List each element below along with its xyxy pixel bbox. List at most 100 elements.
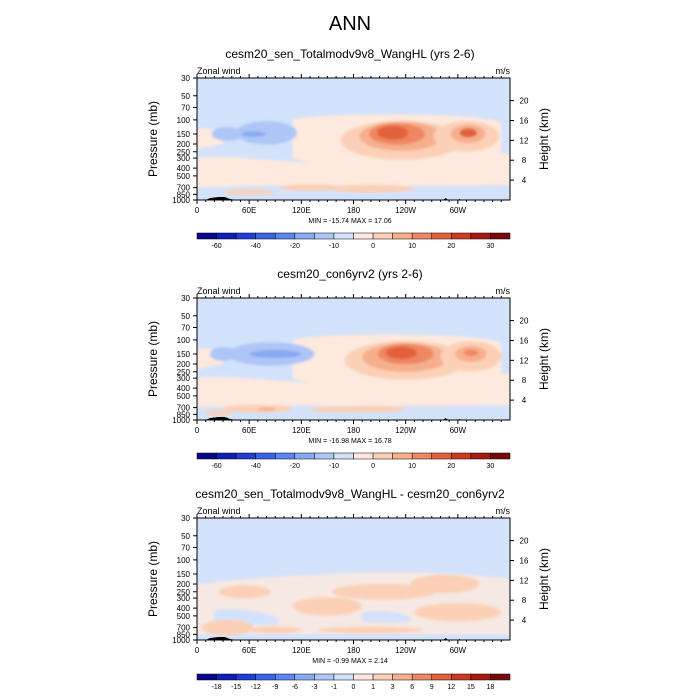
colorbar-box xyxy=(470,232,491,240)
y-tick-label: 250 xyxy=(177,148,191,157)
y-tick-label: 200 xyxy=(177,140,191,149)
y-tick-label: 70 xyxy=(181,323,190,332)
y-right-tick-label: 16 xyxy=(520,556,529,565)
colorbar-box xyxy=(314,673,335,681)
colorbar-box xyxy=(411,452,432,460)
y-tick-label: 850 xyxy=(177,410,191,419)
min-max-stats: MIN = -0.99 MAX = 2.14 xyxy=(312,658,388,665)
y-axis-title: Pressure (mb) xyxy=(146,101,160,177)
colorbar-box xyxy=(470,673,491,681)
x-tick-label: 60E xyxy=(242,206,256,215)
y-tick-label: 70 xyxy=(181,543,190,552)
colorbar-box xyxy=(235,673,256,681)
y-tick-label: 250 xyxy=(177,368,191,377)
y-right-tick-label: 4 xyxy=(522,176,527,185)
colorbar-box xyxy=(333,232,354,240)
y-tick-label: 30 xyxy=(181,74,190,83)
x-tick-label: 120W xyxy=(395,646,416,655)
contour-fill xyxy=(211,127,244,141)
colorbar-label: 0 xyxy=(352,684,356,691)
y-right-tick-label: 16 xyxy=(520,116,529,125)
colorbar-box xyxy=(294,673,315,681)
colorbar-box xyxy=(196,452,217,460)
colorbar-label: -1 xyxy=(331,684,337,691)
x-tick-label: 120E xyxy=(292,206,311,215)
x-tick-label: 120E xyxy=(292,426,311,435)
y-right-tick-label: 12 xyxy=(520,356,529,365)
colorbar-label: 0 xyxy=(371,463,375,470)
y-tick-label: 700 xyxy=(177,404,191,413)
y-tick-label: 400 xyxy=(177,604,191,613)
contour-fill xyxy=(236,121,297,145)
colorbar-box xyxy=(451,232,472,240)
y-tick-label: 30 xyxy=(181,294,190,303)
colorbar-label: 10 xyxy=(408,463,416,470)
colorbar-box xyxy=(490,232,511,240)
y-right-tick-label: 12 xyxy=(520,576,529,585)
y-tick-label: 150 xyxy=(177,570,191,579)
right-string: m/s xyxy=(496,286,511,296)
y-right-tick-label: 8 xyxy=(522,596,527,605)
min-max-stats: MIN = -15.74 MAX = 17.06 xyxy=(308,218,391,225)
colorbar-box xyxy=(411,232,432,240)
colorbar-label: 6 xyxy=(410,684,414,691)
contour-fill xyxy=(362,611,412,623)
colorbar-label: -3 xyxy=(311,684,317,691)
y-tick-label: 1000 xyxy=(172,636,190,645)
chart-title: cesm20_sen_Totalmodv9v8_WangHL (yrs 2-6) xyxy=(225,47,474,61)
plot-area xyxy=(197,518,510,640)
y-right-tick-label: 20 xyxy=(520,537,529,546)
colorbar-box xyxy=(333,673,354,681)
contour-fill xyxy=(205,410,232,416)
contour-fill xyxy=(223,189,276,195)
min-max-stats: MIN = -16.98 MAX = 16.78 xyxy=(308,438,391,445)
panel-3: cesm20_sen_Totalmodv9v8_WangHL - cesm20_… xyxy=(146,487,551,691)
x-tick-label: 120W xyxy=(395,426,416,435)
colorbar-box xyxy=(490,452,511,460)
y-right-tick-label: 8 xyxy=(522,156,527,165)
colorbar-label: 3 xyxy=(391,684,395,691)
panel-2: cesm20_con6yrv2 (yrs 2-6) Zonal wind m/s 0 6… xyxy=(146,267,551,470)
colorbar-box xyxy=(431,673,452,681)
y-right-tick-label: 20 xyxy=(520,97,529,106)
contour-fill xyxy=(201,619,254,636)
x-tick-label: 120W xyxy=(395,206,416,215)
colorbar-label: 9 xyxy=(430,684,434,691)
contour-fill xyxy=(459,128,477,138)
x-tick-label: 180 xyxy=(347,426,361,435)
x-tick-label: 60E xyxy=(242,426,256,435)
colorbar-box xyxy=(451,452,472,460)
y-tick-label: 50 xyxy=(181,312,190,321)
y-tick-label: 300 xyxy=(177,594,191,603)
y-tick-label: 1000 xyxy=(172,196,190,205)
colorbar-label: -15 xyxy=(231,684,241,691)
y-tick-label: 30 xyxy=(181,514,190,523)
y-axis-title: Pressure (mb) xyxy=(146,321,160,397)
colorbar-box xyxy=(275,673,296,681)
y-tick-label: 70 xyxy=(181,103,190,112)
colorbar-box xyxy=(275,452,296,460)
y-right-tick-label: 4 xyxy=(522,396,527,405)
x-tick-label: 180 xyxy=(347,646,361,655)
colorbar-box xyxy=(196,232,217,240)
contour-fill xyxy=(376,125,409,140)
colorbar-box xyxy=(235,452,256,460)
colorbar-box xyxy=(235,232,256,240)
colorbar-label: 12 xyxy=(447,684,455,691)
left-string: Zonal wind xyxy=(197,506,241,516)
colorbar-box xyxy=(353,673,374,681)
y-tick-label: 1000 xyxy=(172,416,190,425)
right-string: m/s xyxy=(496,506,511,516)
colorbar-box xyxy=(431,452,452,460)
y-right-tick-label: 12 xyxy=(520,136,529,145)
colorbar-label: 30 xyxy=(487,463,495,470)
colorbar-box xyxy=(353,452,374,460)
contour-fill xyxy=(292,597,363,616)
colorbar-label: -20 xyxy=(290,463,300,470)
y-tick-label: 850 xyxy=(177,190,191,199)
y-right-axis-title: Height (km) xyxy=(537,108,551,170)
colorbar-box xyxy=(470,452,491,460)
colorbar-label: -12 xyxy=(251,684,261,691)
colorbar-box xyxy=(372,232,393,240)
